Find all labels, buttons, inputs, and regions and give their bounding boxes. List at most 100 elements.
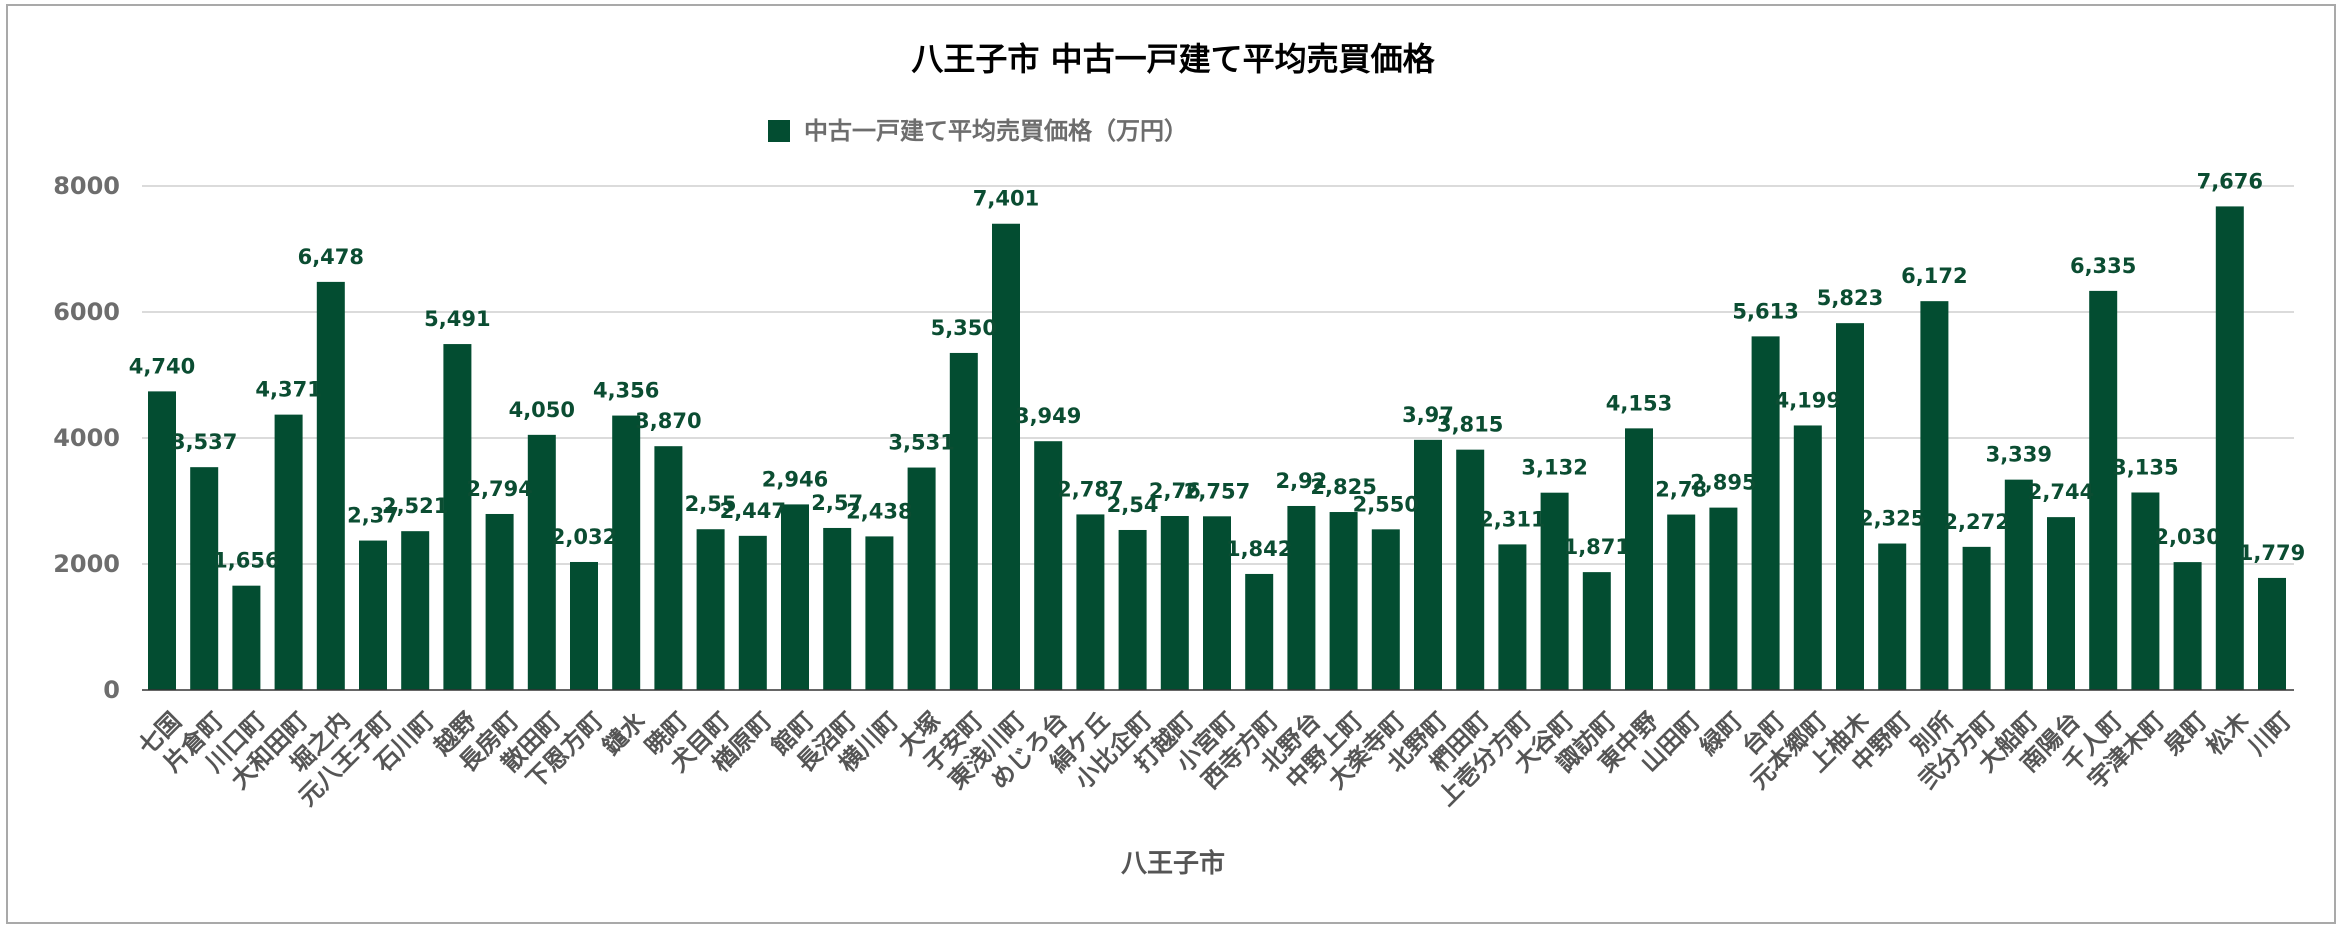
- data-label: 2,946: [762, 467, 828, 491]
- data-label: 2,311: [1479, 507, 1545, 531]
- bar: [1076, 514, 1105, 690]
- bar: [1329, 512, 1358, 690]
- chart-frame: 八王子市 中古一戸建て平均売買価格 中古一戸建て平均売買価格（万円） 0 2000…: [6, 4, 2336, 924]
- data-label: 2,57: [811, 491, 863, 515]
- data-label: 2,895: [1690, 471, 1756, 495]
- data-label: 2,757: [1184, 479, 1250, 503]
- x-tick-label: 泉町: [2159, 707, 2213, 761]
- data-label: 5,613: [1732, 299, 1798, 323]
- data-label: 2,55: [685, 492, 737, 516]
- bar: [992, 223, 1020, 690]
- bar: [823, 527, 852, 690]
- data-label: 6,335: [2070, 254, 2136, 278]
- data-label: 3,135: [2112, 455, 2178, 479]
- bar: [1625, 428, 1653, 690]
- bar: [1793, 425, 1822, 690]
- bar-chart: 八王子市 中古一戸建て平均売買価格 中古一戸建て平均売買価格（万円） 0 2000…: [53, 40, 2305, 879]
- data-label: 2,744: [2028, 480, 2094, 504]
- y-tick-label: 6000: [53, 298, 120, 326]
- bar: [1836, 323, 1864, 690]
- bar: [401, 531, 430, 690]
- bar: [2004, 479, 2033, 690]
- y-tick-label: 8000: [53, 172, 120, 200]
- data-label: 3,949: [1015, 404, 1081, 428]
- bar: [359, 540, 387, 690]
- bar: [232, 585, 261, 690]
- data-label: 3,537: [171, 430, 237, 454]
- data-label: 4,740: [129, 354, 195, 378]
- bar: [1667, 514, 1696, 690]
- bar: [654, 446, 683, 690]
- data-label: 5,350: [931, 316, 997, 340]
- bar: [1751, 336, 1780, 690]
- bar: [949, 352, 978, 690]
- bar: [1456, 449, 1485, 690]
- bar: [2215, 206, 2244, 691]
- bar: [2258, 577, 2286, 690]
- data-label: 5,823: [1817, 286, 1883, 310]
- bar: [527, 434, 556, 690]
- x-tick-label: 川町: [2243, 707, 2297, 761]
- data-label: 3,97: [1402, 403, 1454, 427]
- x-axis-title: 八王子市: [1121, 848, 1225, 879]
- data-label: 2,76: [1149, 479, 1201, 503]
- data-label: 1,656: [213, 549, 279, 573]
- data-label: 2,78: [1655, 478, 1707, 502]
- y-tick-label: 4000: [53, 424, 120, 452]
- data-label: 2,030: [2154, 525, 2220, 549]
- bar: [1582, 572, 1611, 690]
- data-label: 7,401: [973, 187, 1039, 211]
- bar: [1034, 441, 1063, 690]
- data-label: 2,521: [382, 494, 448, 518]
- bar: [1160, 515, 1189, 690]
- bar: [443, 344, 472, 690]
- bar: [1540, 492, 1569, 690]
- y-tick-label: 2000: [53, 550, 120, 578]
- data-label: 2,92: [1275, 469, 1327, 493]
- bar: [316, 281, 345, 690]
- bar: [1709, 507, 1738, 690]
- data-label: 5,491: [424, 307, 490, 331]
- bar: [1414, 439, 1442, 690]
- data-label: 2,272: [1943, 510, 2009, 534]
- legend: 中古一戸建て平均売買価格（万円）: [768, 117, 1188, 145]
- data-label: 3,815: [1437, 413, 1503, 437]
- x-tick-label: 松木: [2201, 706, 2255, 760]
- bar: [274, 414, 303, 690]
- x-tick-label: 鑓水: [597, 706, 651, 760]
- bar: [1203, 516, 1231, 690]
- bar: [1118, 529, 1147, 690]
- bar: [1371, 529, 1400, 690]
- chart-title: 八王子市 中古一戸建て平均売買価格: [911, 40, 1435, 78]
- bar: [2089, 290, 2118, 690]
- data-label: 4,371: [255, 378, 321, 402]
- data-label: 2,787: [1057, 477, 1123, 501]
- data-label: 4,199: [1775, 388, 1841, 412]
- bar: [2131, 492, 2160, 690]
- data-label: 4,153: [1606, 391, 1672, 415]
- data-label: 4,356: [593, 379, 659, 403]
- bar: [738, 535, 767, 690]
- data-label: 1,842: [1226, 537, 1292, 561]
- bar: [907, 467, 936, 690]
- data-label: 2,54: [1107, 493, 1159, 517]
- y-tick-label: 0: [103, 676, 120, 704]
- legend-label: 中古一戸建て平均売買価格（万円）: [804, 117, 1188, 145]
- bar: [190, 467, 219, 690]
- bar: [1920, 301, 1949, 690]
- bar: [2173, 562, 2202, 690]
- x-axis-ticks: 七国片倉町川口町大和田町堀之内元八王子町石川町越野長房町散田町下恩方町鑓水暁町犬…: [133, 706, 2297, 811]
- bar: [612, 415, 641, 690]
- data-label: 2,550: [1353, 492, 1419, 516]
- data-label: 2,825: [1310, 475, 1376, 499]
- data-label: 3,531: [888, 431, 954, 455]
- bar: [781, 504, 809, 690]
- legend-swatch: [768, 120, 790, 142]
- data-label: 3,870: [635, 409, 701, 433]
- bar: [1287, 505, 1316, 690]
- data-labels: 4,740 3,537 1,656 4,371 6,478 2,372,521 5,491 2…: [129, 169, 2305, 572]
- data-label: 2,325: [1859, 507, 1925, 531]
- data-label: 6,478: [298, 245, 364, 269]
- bar: [570, 561, 598, 690]
- bar: [1878, 543, 1907, 690]
